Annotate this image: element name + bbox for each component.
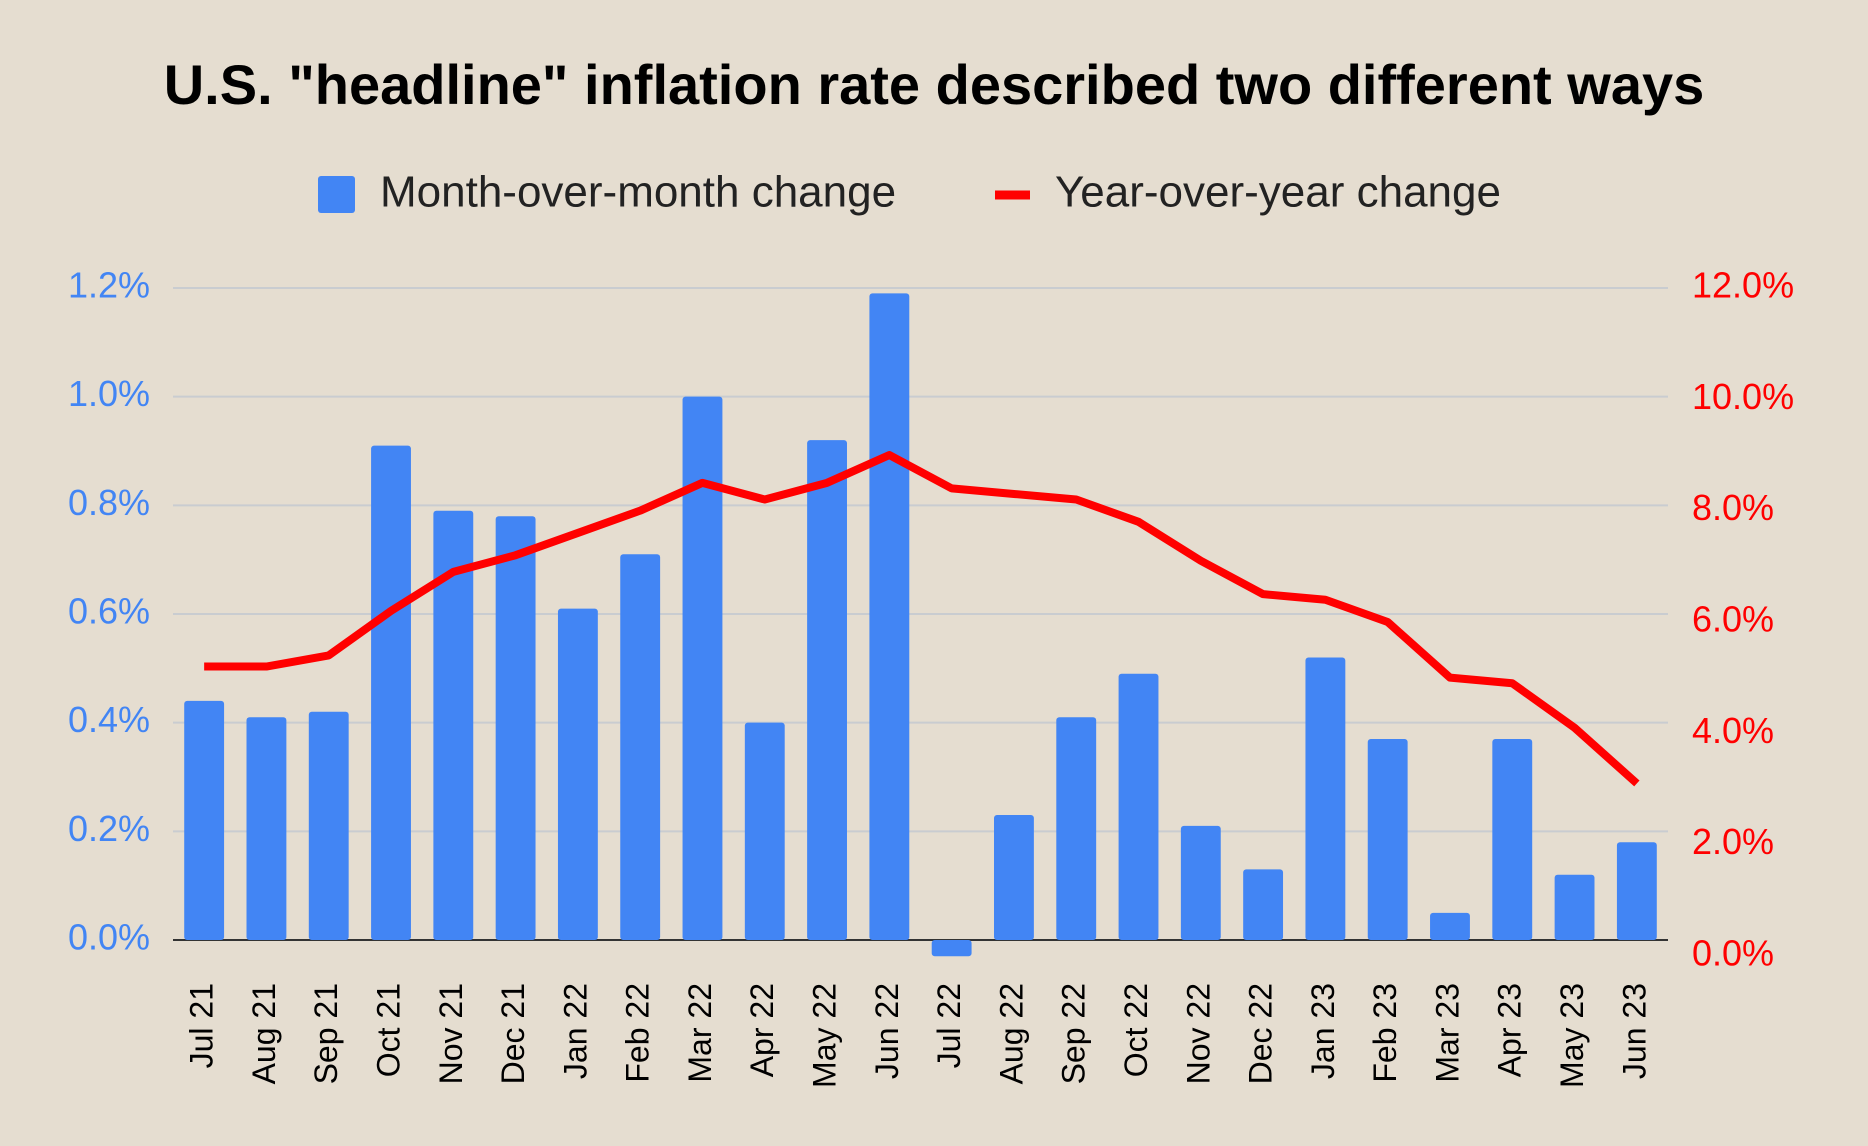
bar bbox=[1243, 869, 1284, 940]
x-tick-label: May 22 bbox=[807, 983, 843, 1088]
x-tick-label: Jul 22 bbox=[931, 983, 967, 1068]
bar bbox=[1180, 825, 1221, 940]
bar bbox=[931, 940, 972, 957]
bar bbox=[1118, 673, 1159, 940]
x-tick-label: Jan 22 bbox=[557, 983, 593, 1079]
bar bbox=[1305, 657, 1346, 940]
x-tick-label: Apr 22 bbox=[744, 983, 780, 1077]
x-tick-label: Sep 21 bbox=[308, 983, 344, 1084]
bar bbox=[1430, 912, 1470, 940]
bar bbox=[744, 722, 785, 940]
bar bbox=[1056, 717, 1097, 940]
x-tick-label: Oct 21 bbox=[370, 983, 406, 1077]
x-tick-label: Apr 23 bbox=[1492, 983, 1528, 1077]
y2-tick-label: 8.0% bbox=[1692, 487, 1774, 528]
x-tick-label: Jun 23 bbox=[1616, 983, 1652, 1079]
y-tick-label: 0.0% bbox=[68, 917, 150, 958]
bar bbox=[869, 293, 910, 940]
y2-tick-label: 0.0% bbox=[1692, 933, 1774, 974]
x-tick-label: Mar 23 bbox=[1429, 983, 1465, 1083]
x-tick-label: Jul 21 bbox=[184, 983, 220, 1068]
legend-label: Month-over-month change bbox=[380, 168, 896, 217]
x-tick-label: Jun 22 bbox=[869, 983, 905, 1079]
line bbox=[204, 451, 1640, 787]
bar bbox=[807, 440, 847, 940]
y-tick-label: 0.8% bbox=[68, 482, 150, 523]
y2-tick-label: 12.0% bbox=[1692, 265, 1794, 306]
y-tick-label: 0.6% bbox=[68, 591, 150, 632]
x-tick-label: Nov 21 bbox=[433, 983, 469, 1084]
bar bbox=[1492, 738, 1533, 940]
legend-marker bbox=[318, 176, 355, 213]
x-tick-label: Aug 21 bbox=[246, 983, 282, 1084]
y2-tick-label: 6.0% bbox=[1692, 599, 1774, 640]
y2-tick-label: 10.0% bbox=[1692, 376, 1794, 417]
y2-tick-label: 4.0% bbox=[1692, 710, 1774, 751]
x-tick-label: Feb 23 bbox=[1367, 983, 1403, 1083]
x-tick-label: Jan 23 bbox=[1305, 983, 1341, 1079]
bar bbox=[371, 445, 411, 940]
bar bbox=[433, 510, 474, 940]
x-tick-label: Mar 22 bbox=[682, 983, 718, 1083]
x-tick-label: Aug 22 bbox=[993, 983, 1029, 1084]
legend-label: Year-over-year change bbox=[1055, 168, 1501, 217]
chart-title: U.S. "headline" inflation rate described… bbox=[164, 53, 1705, 116]
bar bbox=[495, 516, 536, 940]
bar bbox=[1616, 842, 1657, 940]
y-tick-label: 0.2% bbox=[68, 808, 150, 849]
y-tick-label: 1.0% bbox=[68, 373, 150, 414]
x-tick-label: Dec 21 bbox=[495, 983, 531, 1084]
x-tick-label: Nov 22 bbox=[1180, 983, 1216, 1084]
bar bbox=[246, 717, 287, 940]
bar bbox=[994, 815, 1034, 940]
x-tick-label: Sep 22 bbox=[1056, 983, 1092, 1084]
x-tick-label: Feb 22 bbox=[620, 983, 656, 1083]
bar bbox=[308, 711, 349, 940]
x-tick-label: Oct 22 bbox=[1118, 983, 1154, 1077]
x-tick-label: Dec 22 bbox=[1243, 983, 1279, 1084]
y2-tick-label: 2.0% bbox=[1692, 821, 1774, 862]
bar bbox=[557, 608, 598, 940]
bar bbox=[184, 700, 225, 940]
bar bbox=[620, 554, 661, 940]
y-tick-label: 1.2% bbox=[68, 265, 150, 306]
bar bbox=[682, 396, 723, 941]
x-tick-label: May 23 bbox=[1554, 983, 1590, 1088]
bar bbox=[1367, 738, 1408, 940]
bar bbox=[1554, 874, 1595, 940]
y-tick-label: 0.4% bbox=[68, 699, 150, 740]
